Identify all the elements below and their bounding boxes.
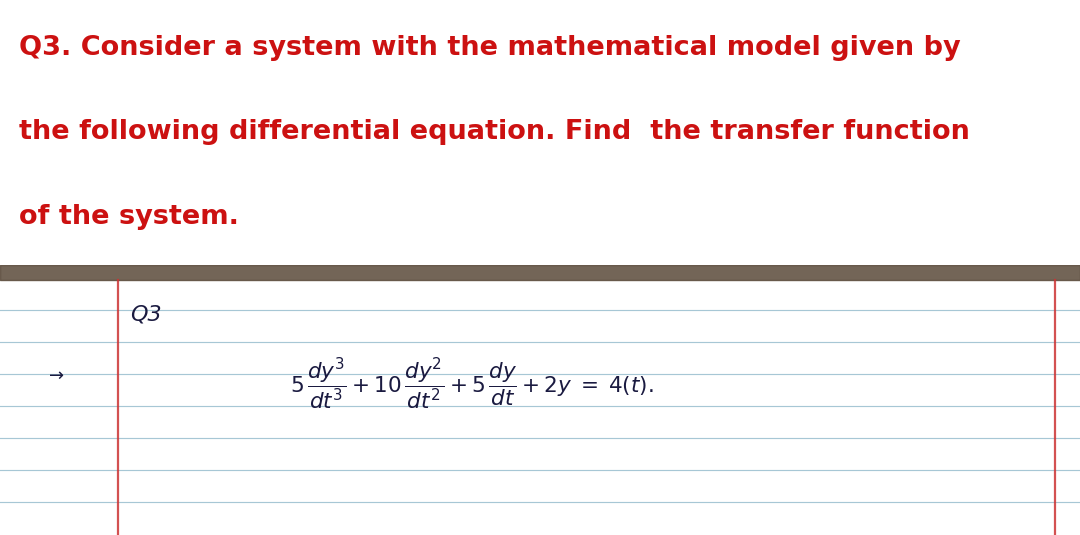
Text: Q3. Consider a system with the mathematical model given by: Q3. Consider a system with the mathemati… — [19, 35, 961, 60]
Text: of the system.: of the system. — [19, 204, 240, 230]
Text: $\rightarrow$: $\rightarrow$ — [45, 366, 65, 384]
Text: the following differential equation. Find  the transfer function: the following differential equation. Fin… — [19, 119, 970, 146]
Text: $5\,\dfrac{dy^{3}}{dt^{3}} + 10\,\dfrac{dy^{2}}{dt^{2}} + 5\,\dfrac{dy}{dt} + 2y: $5\,\dfrac{dy^{3}}{dt^{3}} + 10\,\dfrac{… — [291, 357, 653, 412]
Text: Q3: Q3 — [130, 305, 162, 325]
